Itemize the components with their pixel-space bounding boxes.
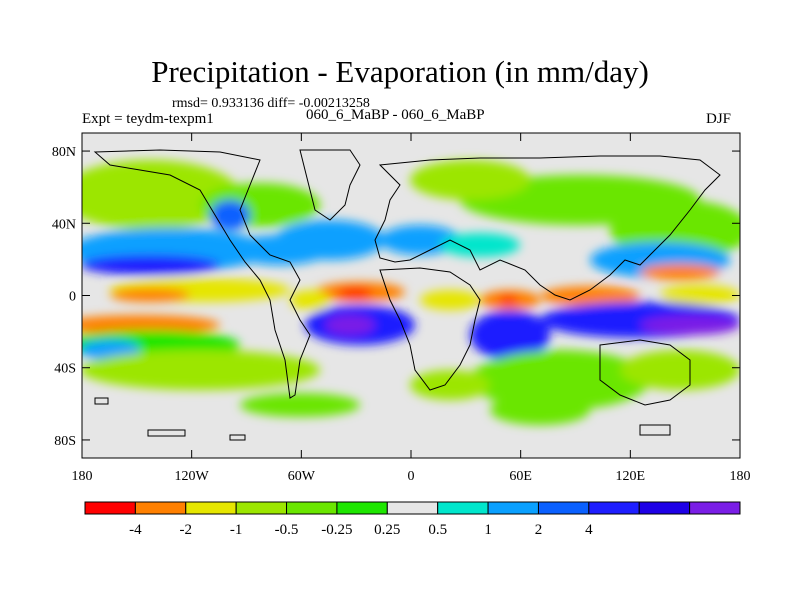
colorbar-swatch — [386, 501, 439, 515]
season-label: DJF — [706, 111, 732, 127]
map-field — [82, 133, 740, 458]
y-axis-labels: 80N 40N 0 40S 80S — [52, 145, 76, 449]
colorbar-swatch — [689, 501, 741, 515]
stats-text: rmsd= 0.933136 diff= -0.00213258 — [172, 96, 370, 111]
colorbar-swatch — [487, 501, 539, 515]
colorbar-swatch — [537, 501, 590, 515]
plot-title: Precipitation - Evaporation (in mm/day) — [151, 54, 649, 89]
x-tick-label: 120W — [175, 469, 210, 484]
y-tick-label: 0 — [69, 290, 76, 305]
x-tick-label: 120E — [616, 469, 646, 484]
coastlines — [93, 149, 721, 441]
x-tick-label: 0 — [408, 469, 415, 484]
y-tick-label: 40N — [52, 217, 76, 232]
colorbar-swatch — [185, 501, 237, 515]
colorbar-label: -1 — [230, 522, 243, 538]
x-axis-labels: 180 120W 60W 0 60E 120E 180 — [72, 469, 751, 484]
x-tick-label: 180 — [72, 469, 93, 484]
x-tick-label: 60W — [288, 469, 316, 484]
y-tick-label: 80N — [52, 145, 76, 160]
colorbar-swatch — [286, 501, 338, 515]
experiment-label: Expt = teydm-texpm1 — [82, 111, 214, 127]
colorbar-label: 2 — [535, 522, 543, 538]
axis-ticks — [81, 133, 741, 458]
colorbar-label: -0.25 — [321, 522, 352, 538]
colorbar-label: 1 — [484, 522, 492, 538]
y-tick-label: 40S — [54, 362, 76, 377]
colorbar-swatch — [437, 501, 489, 515]
y-tick-label: 80S — [54, 434, 76, 449]
colorbar-swatch — [336, 501, 388, 515]
colorbar-label: -2 — [180, 522, 193, 538]
colorbar-label: 4 — [585, 522, 593, 538]
x-tick-label: 60E — [509, 469, 532, 484]
colorbar-swatch — [84, 501, 136, 515]
colorbar-swatch — [588, 501, 640, 515]
colorbar-swatch — [638, 501, 691, 515]
colorbar-label: -4 — [129, 522, 142, 538]
center-label: 060_6_MaBP - 060_6_MaBP — [306, 107, 485, 123]
colorbar-label: 0.5 — [428, 522, 447, 538]
colorbar-label: 0.25 — [374, 522, 400, 538]
x-tick-label: 180 — [730, 469, 751, 484]
colorbar-swatch — [134, 501, 187, 515]
colorbar-swatch — [235, 501, 288, 515]
colorbar-label: -0.5 — [275, 522, 299, 538]
